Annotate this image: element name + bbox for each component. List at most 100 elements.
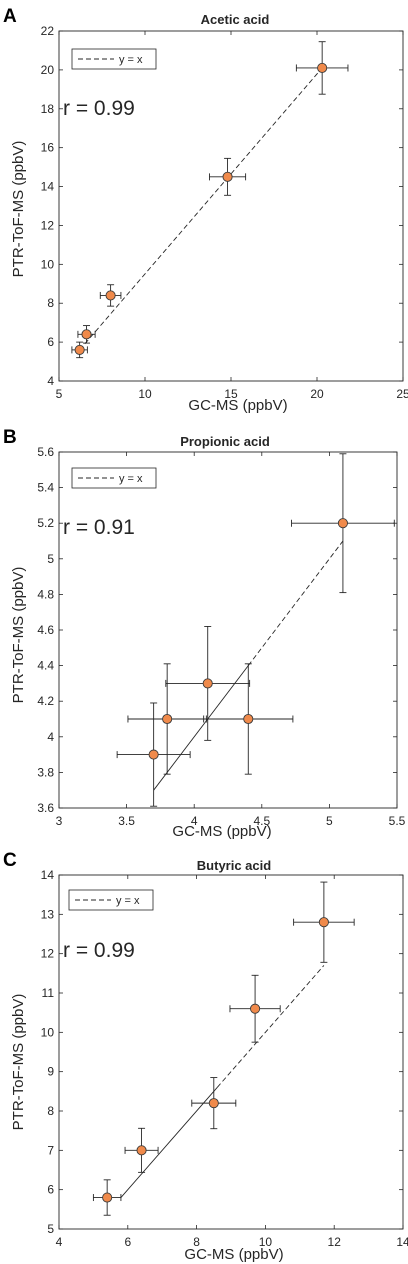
fit-line-solid [120,1087,218,1198]
panel-a: A Acetic acid 5 10 15 20 25 4 6 8 10 12 14 16 18 20 22… [3,6,408,414]
tick-labels: 5 10 15 20 25 4 6 8 10 12 14 16 18 20 22 [41,24,408,401]
axes-box [58,30,404,382]
data-point [317,62,328,73]
data-point-group [116,702,191,807]
data-point-group [165,625,251,741]
x-tick-label: 4 [191,814,198,828]
x-tick-label: 4 [56,1235,63,1249]
data-point-group [127,663,207,775]
y-tick-label: 14 [41,868,55,882]
x-axis-label: GC-MS (ppbV) [188,397,287,414]
x-tick-label: 5 [326,814,333,828]
x-tick-label: 20 [310,387,324,401]
plot-area [58,451,398,809]
data-point-group [295,41,349,95]
y-tick-label: 10 [41,257,55,271]
x-tick-label: 10 [138,387,152,401]
y-tick-label: 6 [47,335,54,349]
legend-label: y = x [119,473,143,485]
y-tick-label: 5 [47,552,54,566]
data-point-group [99,284,122,307]
plot-area [58,874,404,1230]
data-point-group [191,1077,237,1130]
y-tick-label: 16 [41,141,55,155]
plot-area [58,30,404,382]
y-tick-label: 5.2 [37,516,54,530]
y-tick-label: 6 [47,1183,54,1197]
data-point [250,1003,261,1014]
y-tick-label: 20 [41,63,55,77]
panel-label: C [3,850,17,871]
tick-labels: 3 3.5 4 4.5 5 5.5 3.6 3.8 4 4.2 4.4 4.6 4.8 5 5.2 5.4 5.… [37,445,405,828]
data-point [337,518,348,529]
data-point-group [229,974,281,1043]
y-tick-label: 12 [41,218,55,232]
chart-title: Propionic acid [180,434,270,449]
x-axis-label: GC-MS (ppbV) [184,1246,283,1263]
legend: y = x [71,467,157,489]
y-tick-label: 18 [41,102,55,116]
x-tick-label: 6 [124,1235,131,1249]
axes-box [58,451,398,809]
x-tick-label: 12 [328,1235,342,1249]
legend-label: y = x [119,54,143,66]
y-tick-label: 3.8 [37,765,54,779]
y-tick-label: 5.6 [37,445,54,459]
x-tick-label: 8 [193,1235,200,1249]
x-tick-label: 3 [56,814,63,828]
y-tick-label: 4.6 [37,623,54,637]
y-tick-label: 4.8 [37,587,54,601]
x-tick-label: 14 [396,1235,408,1249]
y-tick-label: 13 [41,907,55,921]
data-point-group [124,1127,159,1173]
fit-line-solid [153,665,249,791]
y-tick-label: 3.6 [37,801,54,815]
data-point [243,713,254,725]
data-point [318,917,329,928]
y-tick-label: 22 [41,24,55,38]
reference-line-y-equals-x [216,965,325,1088]
data-point [81,329,92,340]
panel-label: B [3,427,17,448]
x-axis-label: GC-MS (ppbV) [172,823,271,840]
y-tick-label: 8 [47,296,54,310]
data-point-group [203,663,294,775]
data-point-group [92,1179,122,1216]
correlation-annotation: r = 0.91 [63,516,135,539]
y-tick-label: 5 [47,1222,54,1236]
x-tick-label: 10 [259,1235,273,1249]
x-tick-label: 4.5 [253,814,270,828]
y-tick-label: 12 [41,947,55,961]
data-point-group [293,881,355,963]
y-tick-label: 10 [41,1025,55,1039]
data-point [222,171,233,182]
data-point-group [77,325,96,344]
y-tick-label: 9 [47,1065,54,1079]
tick-labels: 4 6 8 10 12 14 5 6 7 8 9 10 11 12 13 14 [41,868,408,1249]
y-tick-label: 4.4 [37,659,54,673]
panel-b: B Propionic acid 3 3.5 4 4.5 5 5.5 3.6 3.8 4 4.2 4… [3,427,406,840]
x-tick-label: 3.5 [118,814,135,828]
y-axis-label: PTR-ToF-MS (ppbV) [10,141,27,278]
data-point [74,344,85,355]
correlation-annotation: r = 0.99 [63,97,135,120]
panel-label: A [3,6,17,27]
y-tick-label: 4 [47,374,54,388]
y-tick-label: 11 [42,986,55,1000]
correlation-annotation: r = 0.99 [63,939,135,962]
data-point [105,290,116,301]
y-tick-label: 4 [47,730,54,744]
data-point [208,1098,219,1109]
y-tick-label: 5.4 [37,481,54,495]
legend: y = x [71,48,157,70]
chart-title: Butyric acid [197,858,271,873]
y-tick-label: 4.2 [37,694,54,708]
y-axis-label: PTR-ToF-MS (ppbV) [10,567,27,704]
x-tick-label: 5.5 [389,814,406,828]
data-point [162,713,173,725]
y-tick-label: 8 [47,1104,54,1118]
data-point [148,749,159,760]
data-point-group [209,157,247,196]
x-tick-label: 5 [56,387,63,401]
chart-title: Acetic acid [201,12,270,27]
